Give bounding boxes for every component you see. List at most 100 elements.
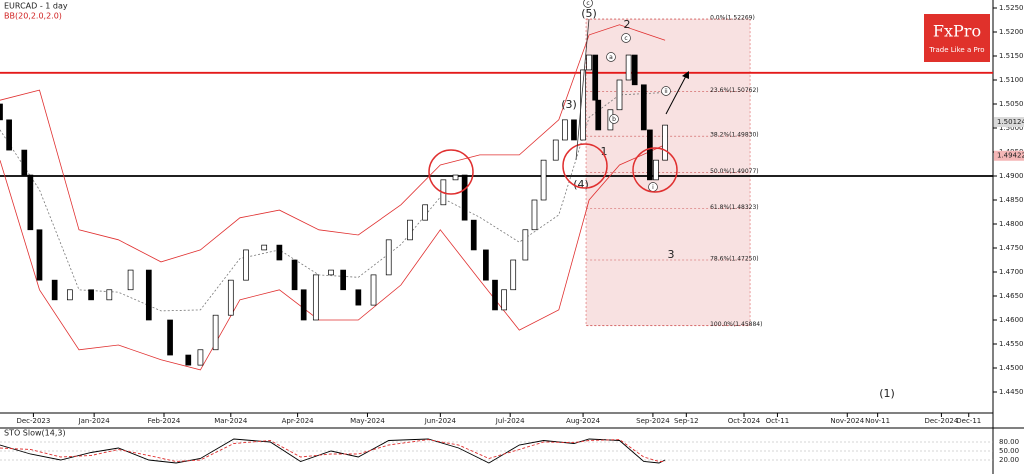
y-tick-label: 1.51500 [999,52,1024,60]
y-tick-label: 1.44500 [999,388,1024,396]
wave-label-circle [606,52,616,62]
y-tick-label: 1.50000 [999,124,1024,132]
wave-label: (5) [581,7,597,20]
y-tick-label: 1.49000 [999,172,1024,180]
candle-body [407,219,413,241]
candle-body [243,249,249,281]
y-tick-label: 1.45500 [999,340,1024,348]
candle-body [592,54,599,101]
candle-body [6,119,12,151]
candle-body [88,289,94,301]
y-tick-label: 1.50500 [999,100,1024,108]
wave-label: 3 [668,248,675,261]
x-tick-label: May-2024 [350,417,385,425]
candle-body [647,129,653,181]
price-marker-label: 1.49422 [997,152,1024,160]
x-tick-label: Oct-2024 [728,417,761,425]
candle-body [625,54,632,81]
candle-body [385,239,392,276]
wave-label: 2 [624,18,631,31]
candle-body [300,289,307,321]
candle-body [470,219,477,251]
candle-body [36,229,43,281]
y-tick-label: 1.46500 [999,292,1024,300]
wave-label: (1) [879,387,895,400]
candle-body [197,349,204,366]
candle-body [595,99,602,131]
logo-tagline: Trade Like a Pro [928,46,984,54]
x-tick-label: Jan-2024 [78,417,111,425]
candle-body [510,259,517,291]
wave-markup [428,18,689,195]
fibonacci-label: 78.6%(1.47250) [710,256,759,263]
stochastic-line [0,438,666,464]
candle-body [312,274,319,321]
candle-body [662,124,668,161]
candle-body [422,204,429,221]
candle-body [106,289,113,301]
wave-line [575,18,590,161]
candle-body [501,289,507,311]
wave-label-circle [621,33,631,43]
candle-body [571,119,577,141]
x-tick-label: Jul-2024 [495,417,525,425]
x-tick-label: Sep-12 [674,417,699,425]
x-tick-label: Sep-2024 [636,417,670,425]
stochastic-tick-label: 50.00 [999,447,1019,455]
candle-body [492,279,498,311]
wave-label: (4) [573,178,589,191]
x-tick-label: Apr-2024 [282,417,315,425]
candle-body [561,119,568,141]
logo: FxPro Trade Like a Pro [924,14,990,62]
logo-box [924,14,990,62]
candle-body [483,249,489,281]
fibonacci-label: 38.2%(1.49830) [710,132,759,139]
candle-body [355,289,362,306]
candle-body [552,139,559,161]
stochastic-tick-label: 20.00 [999,456,1019,464]
bollinger-upper [0,24,666,263]
y-tick-label: 1.48500 [999,196,1024,204]
price-marker-label: 1.50124 [997,118,1024,126]
candle-body [276,244,283,261]
plot-area: 0.0%(1.52269) 23.6%(1.50762) 38.2%(1.49830… [0,0,1024,464]
y-tick-label: 1.46000 [999,316,1024,324]
chart-title: EURCAD - 1 day [4,2,68,11]
x-tick-label: Feb-2024 [148,417,181,425]
candle-body [653,159,659,181]
wave-label-circled: a [609,54,613,61]
fibonacci-label: 23.6%(1.50762) [710,87,759,94]
y-tick-label: 1.47500 [999,244,1024,252]
candle-body [640,84,647,131]
y-tick-label: 1.51000 [999,76,1024,84]
x-tick-label: Aug-2024 [566,417,601,425]
candle-body [370,274,377,306]
y-tick-label: 1.52000 [999,28,1024,36]
wave-label-circled: b [612,116,616,123]
x-tick-label: Dec-2023 [16,417,50,425]
candle-body [145,269,152,321]
highlight-circle [428,149,474,195]
arrow-line [665,75,687,115]
wave-label-circle [583,0,593,8]
candle-body [586,54,592,71]
stochastic-tick-label: 80.00 [999,438,1019,446]
y-tick-label: 1.52500 [999,4,1024,12]
y-tick-label: 1.45000 [999,364,1024,372]
wave-label-circle [661,86,671,96]
candle-body [522,229,529,261]
candle-body [340,269,347,291]
candle-body [452,174,459,181]
price-marker [994,150,1024,161]
candle-body [27,174,34,231]
bollinger-lower [0,144,666,371]
fibonacci-label: 61.8%(1.48323) [710,204,759,211]
wave-label-circled: c [624,35,627,42]
price-marker [994,117,1024,128]
candle-body [631,54,638,86]
x-tick-label: Oct-11 [766,417,790,425]
y-tick-label: 1.48000 [999,220,1024,228]
arrow-head [682,71,689,79]
candle-body [0,103,3,121]
